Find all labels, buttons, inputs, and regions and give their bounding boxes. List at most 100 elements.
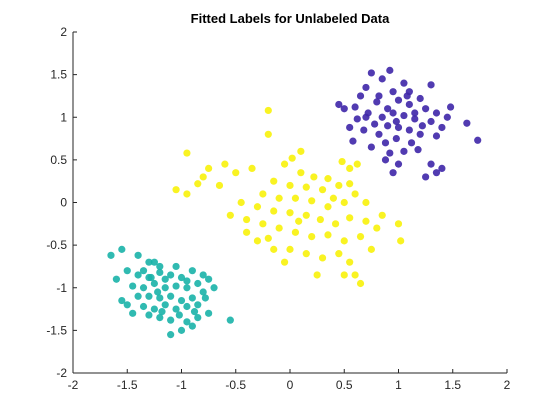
data-point (183, 302, 191, 311)
data-point (291, 194, 300, 202)
data-point (392, 134, 400, 143)
data-point (389, 109, 397, 117)
data-point (340, 237, 348, 245)
data-point (172, 305, 180, 313)
data-point (259, 190, 267, 198)
data-point (286, 209, 294, 217)
data-point (384, 122, 392, 130)
data-point (400, 111, 408, 120)
data-point (378, 211, 386, 219)
y-tick-label: -2 (56, 366, 67, 380)
data-point (150, 305, 158, 313)
data-points (107, 66, 482, 339)
data-point (270, 207, 278, 215)
data-point (346, 123, 354, 132)
data-point (362, 113, 370, 121)
data-point (302, 250, 310, 258)
x-tick-label: -2 (68, 378, 79, 392)
data-point (145, 258, 153, 266)
data-point (134, 292, 142, 300)
data-point (123, 301, 131, 309)
data-point (346, 258, 354, 266)
data-point (205, 275, 213, 283)
data-point (205, 164, 213, 172)
y-tick-label: 1.5 (50, 68, 67, 82)
data-point (367, 69, 375, 77)
data-point (407, 139, 416, 147)
data-point (313, 271, 321, 279)
data-point (123, 267, 131, 275)
data-point (243, 215, 251, 224)
data-point (253, 203, 262, 211)
data-point (280, 258, 289, 266)
data-point (394, 123, 403, 132)
data-point (161, 301, 169, 309)
y-tick-label: 1 (60, 110, 67, 124)
data-point (346, 164, 354, 172)
x-tick-label: -1 (176, 378, 187, 392)
chart-title: Fitted Labels for Unlabeled Data (191, 11, 390, 26)
data-point (118, 245, 126, 253)
data-point (362, 217, 370, 225)
data-point (416, 94, 424, 103)
data-point (422, 105, 430, 113)
data-point (297, 169, 305, 177)
data-point (422, 173, 430, 181)
data-point (340, 271, 348, 279)
data-point (167, 316, 175, 324)
data-point (226, 316, 234, 324)
data-point (418, 122, 426, 130)
data-point (474, 136, 482, 144)
data-point (177, 273, 186, 282)
y-tick-label: -1.5 (46, 323, 67, 337)
data-point (329, 194, 337, 202)
data-point (167, 271, 175, 279)
data-point (302, 211, 310, 219)
data-point (373, 98, 381, 106)
x-tick-label: 0.5 (336, 378, 353, 392)
data-point (438, 123, 446, 132)
data-point (394, 96, 403, 104)
data-point (264, 234, 272, 242)
data-point (190, 308, 199, 316)
data-point (400, 79, 408, 87)
data-point (375, 92, 383, 100)
data-point (367, 245, 375, 253)
data-point (371, 120, 379, 128)
data-point (297, 147, 305, 155)
data-point (183, 318, 191, 326)
data-point (446, 103, 455, 111)
data-point (432, 109, 441, 117)
data-point (427, 117, 435, 126)
data-point (270, 177, 278, 185)
x-tick-label: -1.5 (117, 378, 138, 392)
y-tick-label: -1 (56, 281, 67, 295)
data-point (199, 271, 207, 279)
data-point (316, 215, 324, 224)
data-point (156, 262, 164, 271)
data-point (172, 186, 180, 194)
data-point (353, 115, 361, 123)
data-point (188, 294, 196, 302)
data-point (161, 284, 169, 292)
data-point (411, 109, 419, 117)
data-point (253, 237, 262, 245)
data-point (205, 309, 213, 317)
data-point (340, 198, 348, 207)
data-point (318, 186, 327, 194)
data-point (414, 146, 422, 154)
data-point (232, 169, 240, 177)
data-point (259, 220, 267, 228)
data-point (237, 198, 245, 207)
data-point (167, 292, 175, 300)
data-point (378, 75, 386, 83)
x-tick-label: 0 (287, 378, 294, 392)
data-point (351, 190, 359, 198)
data-point (145, 292, 153, 300)
data-point (346, 214, 354, 222)
data-point (129, 282, 137, 290)
data-point (172, 262, 180, 271)
data-point (107, 251, 115, 259)
data-point (201, 294, 209, 302)
